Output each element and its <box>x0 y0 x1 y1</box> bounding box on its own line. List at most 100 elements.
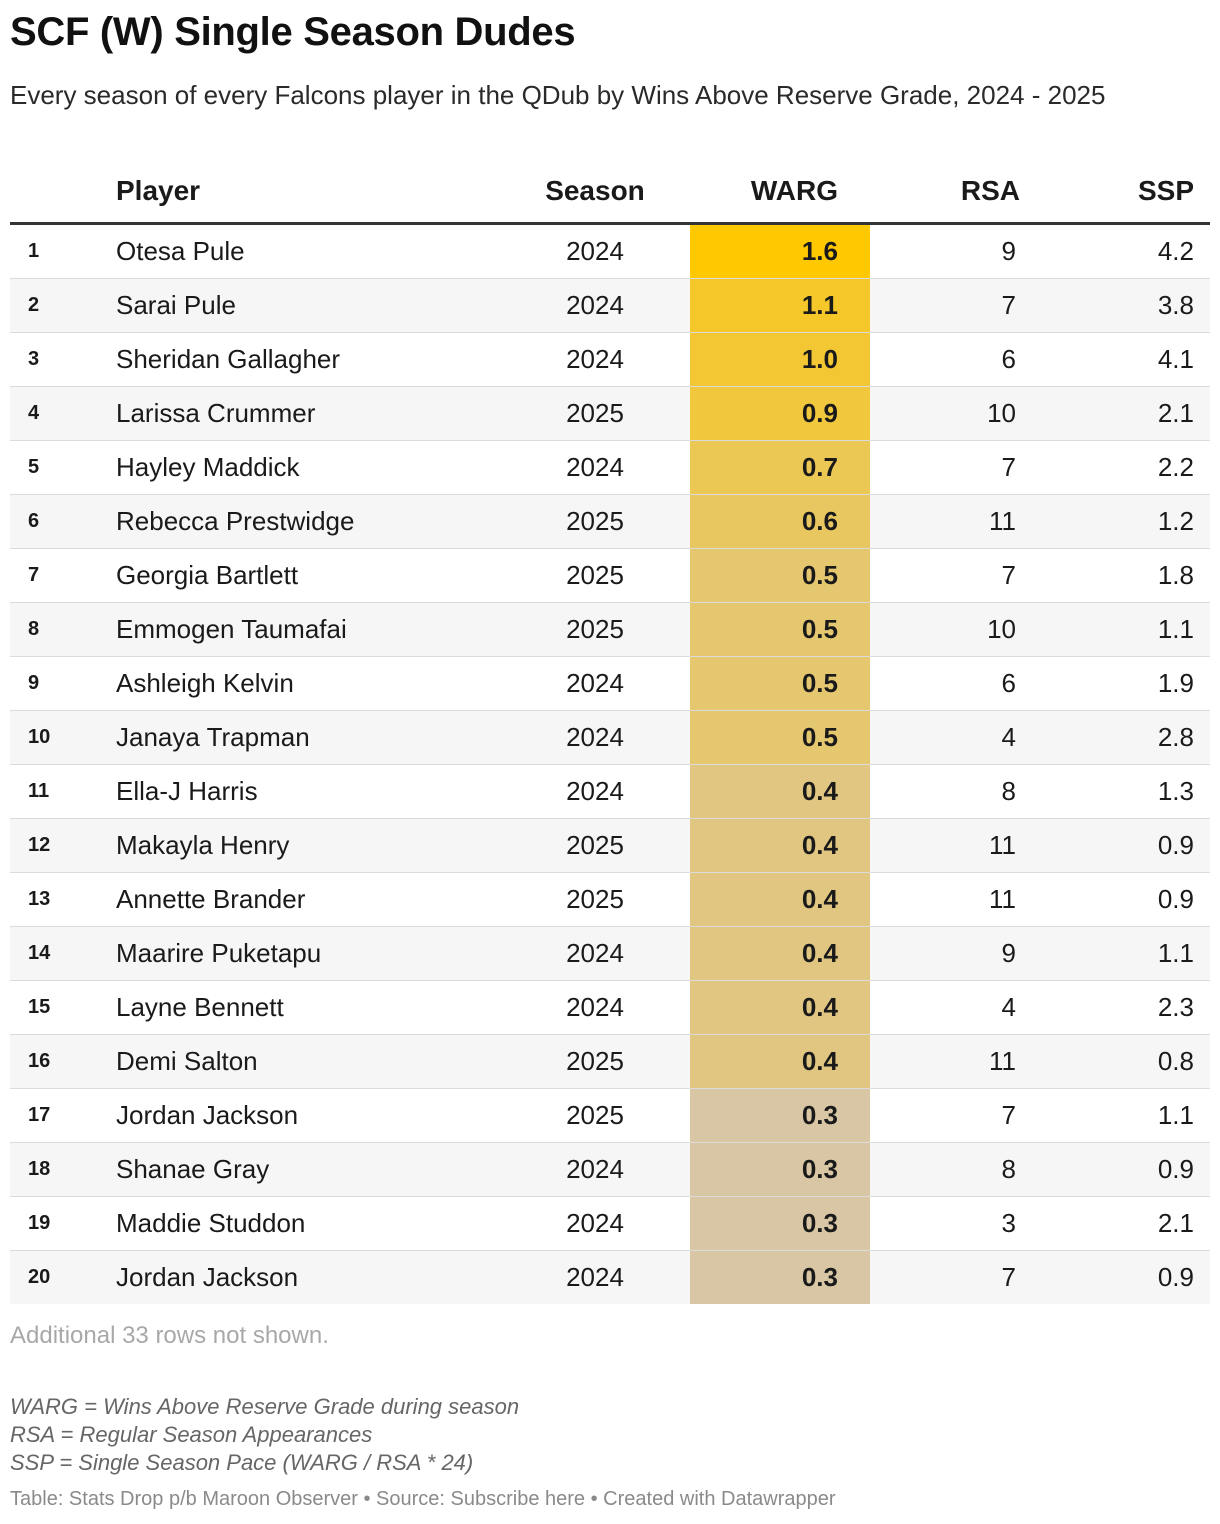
header-warg[interactable]: WARG <box>690 160 870 225</box>
cell-season: 2025 <box>500 1034 690 1089</box>
cell-player: Emmogen Taumafai <box>116 602 500 657</box>
cell-player: Maarire Puketapu <box>116 926 500 981</box>
cell-rank: 6 <box>10 494 116 549</box>
cell-rank: 19 <box>10 1196 116 1251</box>
notes: WARG = Wins Above Reserve Grade during s… <box>10 1393 519 1477</box>
cell-player: Hayley Maddick <box>116 440 500 495</box>
cell-player: Ashleigh Kelvin <box>116 656 500 711</box>
cell-rsa: 8 <box>870 764 1020 819</box>
table-row: 7 Georgia Bartlett 2025 0.5 7 1.8 <box>10 548 1210 603</box>
cell-season: 2025 <box>500 872 690 927</box>
cell-rsa: 10 <box>870 386 1020 441</box>
cell-ssp: 2.1 <box>1020 1196 1210 1251</box>
cell-season: 2024 <box>500 440 690 495</box>
table-row: 4 Larissa Crummer 2025 0.9 10 2.1 <box>10 386 1210 441</box>
cell-warg: 0.9 <box>690 386 870 441</box>
cell-warg: 0.3 <box>690 1142 870 1197</box>
table-row: 1 Otesa Pule 2024 1.6 9 4.2 <box>10 223 1210 279</box>
cell-rsa: 7 <box>870 278 1020 333</box>
table-row: 18 Shanae Gray 2024 0.3 8 0.9 <box>10 1142 1210 1197</box>
cell-warg: 1.0 <box>690 332 870 387</box>
cell-ssp: 1.8 <box>1020 548 1210 603</box>
cell-player: Ella-J Harris <box>116 764 500 819</box>
cell-ssp: 3.8 <box>1020 278 1210 333</box>
cell-season: 2024 <box>500 332 690 387</box>
cell-season: 2025 <box>500 1088 690 1143</box>
cell-season: 2024 <box>500 1196 690 1251</box>
table-body: 1 Otesa Pule 2024 1.6 9 4.2 2 Sarai Pule 2024 1.1… <box>10 223 1210 1304</box>
chart-subtitle: Every season of every Falcons player in … <box>10 80 1106 110</box>
cell-player: Jordan Jackson <box>116 1088 500 1143</box>
cell-ssp: 0.9 <box>1020 1142 1210 1197</box>
cell-ssp: 1.1 <box>1020 926 1210 981</box>
cell-rsa: 8 <box>870 1142 1020 1197</box>
cell-ssp: 0.9 <box>1020 818 1210 873</box>
cell-warg: 0.6 <box>690 494 870 549</box>
table-header-row: Player Season WARG RSA SSP <box>10 160 1210 225</box>
cell-warg: 0.5 <box>690 656 870 711</box>
cell-season: 2025 <box>500 548 690 603</box>
header-player[interactable]: Player <box>116 160 500 225</box>
cell-rsa: 11 <box>870 1034 1020 1089</box>
cell-ssp: 1.3 <box>1020 764 1210 819</box>
cell-warg: 0.4 <box>690 980 870 1035</box>
footer-credits: Table: Stats Drop p/b Maroon Observer • … <box>10 1488 836 1510</box>
cell-season: 2024 <box>500 223 690 279</box>
cell-rank: 7 <box>10 548 116 603</box>
header-rank[interactable] <box>10 160 116 225</box>
cell-season: 2024 <box>500 710 690 765</box>
cell-player: Maddie Studdon <box>116 1196 500 1251</box>
table-row: 2 Sarai Pule 2024 1.1 7 3.8 <box>10 278 1210 333</box>
cell-rsa: 6 <box>870 656 1020 711</box>
table-row: 9 Ashleigh Kelvin 2024 0.5 6 1.9 <box>10 656 1210 711</box>
cell-warg: 0.3 <box>690 1196 870 1251</box>
cell-warg: 0.3 <box>690 1250 870 1304</box>
cell-ssp: 1.2 <box>1020 494 1210 549</box>
cell-rank: 14 <box>10 926 116 981</box>
cell-rsa: 6 <box>870 332 1020 387</box>
table-row: 10 Janaya Trapman 2024 0.5 4 2.8 <box>10 710 1210 765</box>
table-row: 20 Jordan Jackson 2024 0.3 7 0.9 <box>10 1250 1210 1304</box>
cell-rank: 8 <box>10 602 116 657</box>
cell-ssp: 4.1 <box>1020 332 1210 387</box>
header-rsa[interactable]: RSA <box>870 160 1020 225</box>
cell-season: 2024 <box>500 1142 690 1197</box>
cell-warg: 0.4 <box>690 818 870 873</box>
cell-rsa: 10 <box>870 602 1020 657</box>
cell-player: Janaya Trapman <box>116 710 500 765</box>
table-row: 6 Rebecca Prestwidge 2025 0.6 11 1.2 <box>10 494 1210 549</box>
cell-player: Sheridan Gallagher <box>116 332 500 387</box>
table-row: 19 Maddie Studdon 2024 0.3 3 2.1 <box>10 1196 1210 1251</box>
cell-rsa: 7 <box>870 1250 1020 1304</box>
cell-rank: 5 <box>10 440 116 495</box>
cell-rank: 11 <box>10 764 116 819</box>
cell-rank: 2 <box>10 278 116 333</box>
cell-player: Jordan Jackson <box>116 1250 500 1304</box>
header-ssp[interactable]: SSP <box>1020 160 1210 225</box>
note-rsa: RSA = Regular Season Appearances <box>10 1422 373 1447</box>
cell-warg: 1.1 <box>690 278 870 333</box>
cell-ssp: 0.9 <box>1020 1250 1210 1304</box>
cell-rsa: 9 <box>870 926 1020 981</box>
cell-player: Shanae Gray <box>116 1142 500 1197</box>
cell-rank: 10 <box>10 710 116 765</box>
cell-rank: 4 <box>10 386 116 441</box>
header-season[interactable]: Season <box>500 160 690 225</box>
cell-warg: 0.4 <box>690 1034 870 1089</box>
rows-not-shown-note: Additional 33 rows not shown. <box>10 1322 329 1349</box>
cell-ssp: 1.1 <box>1020 1088 1210 1143</box>
cell-rank: 3 <box>10 332 116 387</box>
cell-rsa: 4 <box>870 980 1020 1035</box>
cell-rank: 12 <box>10 818 116 873</box>
cell-season: 2025 <box>500 386 690 441</box>
note-ssp: SSP = Single Season Pace (WARG / RSA * 2… <box>10 1450 474 1475</box>
cell-warg: 1.6 <box>690 223 870 279</box>
cell-rank: 9 <box>10 656 116 711</box>
cell-season: 2024 <box>500 1250 690 1304</box>
cell-rsa: 11 <box>870 494 1020 549</box>
chart-title: SCF (W) Single Season Dudes <box>10 10 576 54</box>
cell-rank: 16 <box>10 1034 116 1089</box>
cell-player: Larissa Crummer <box>116 386 500 441</box>
cell-warg: 0.5 <box>690 710 870 765</box>
stats-table: Player Season WARG RSA SSP 1 Otesa Pule 20… <box>10 160 1210 1304</box>
